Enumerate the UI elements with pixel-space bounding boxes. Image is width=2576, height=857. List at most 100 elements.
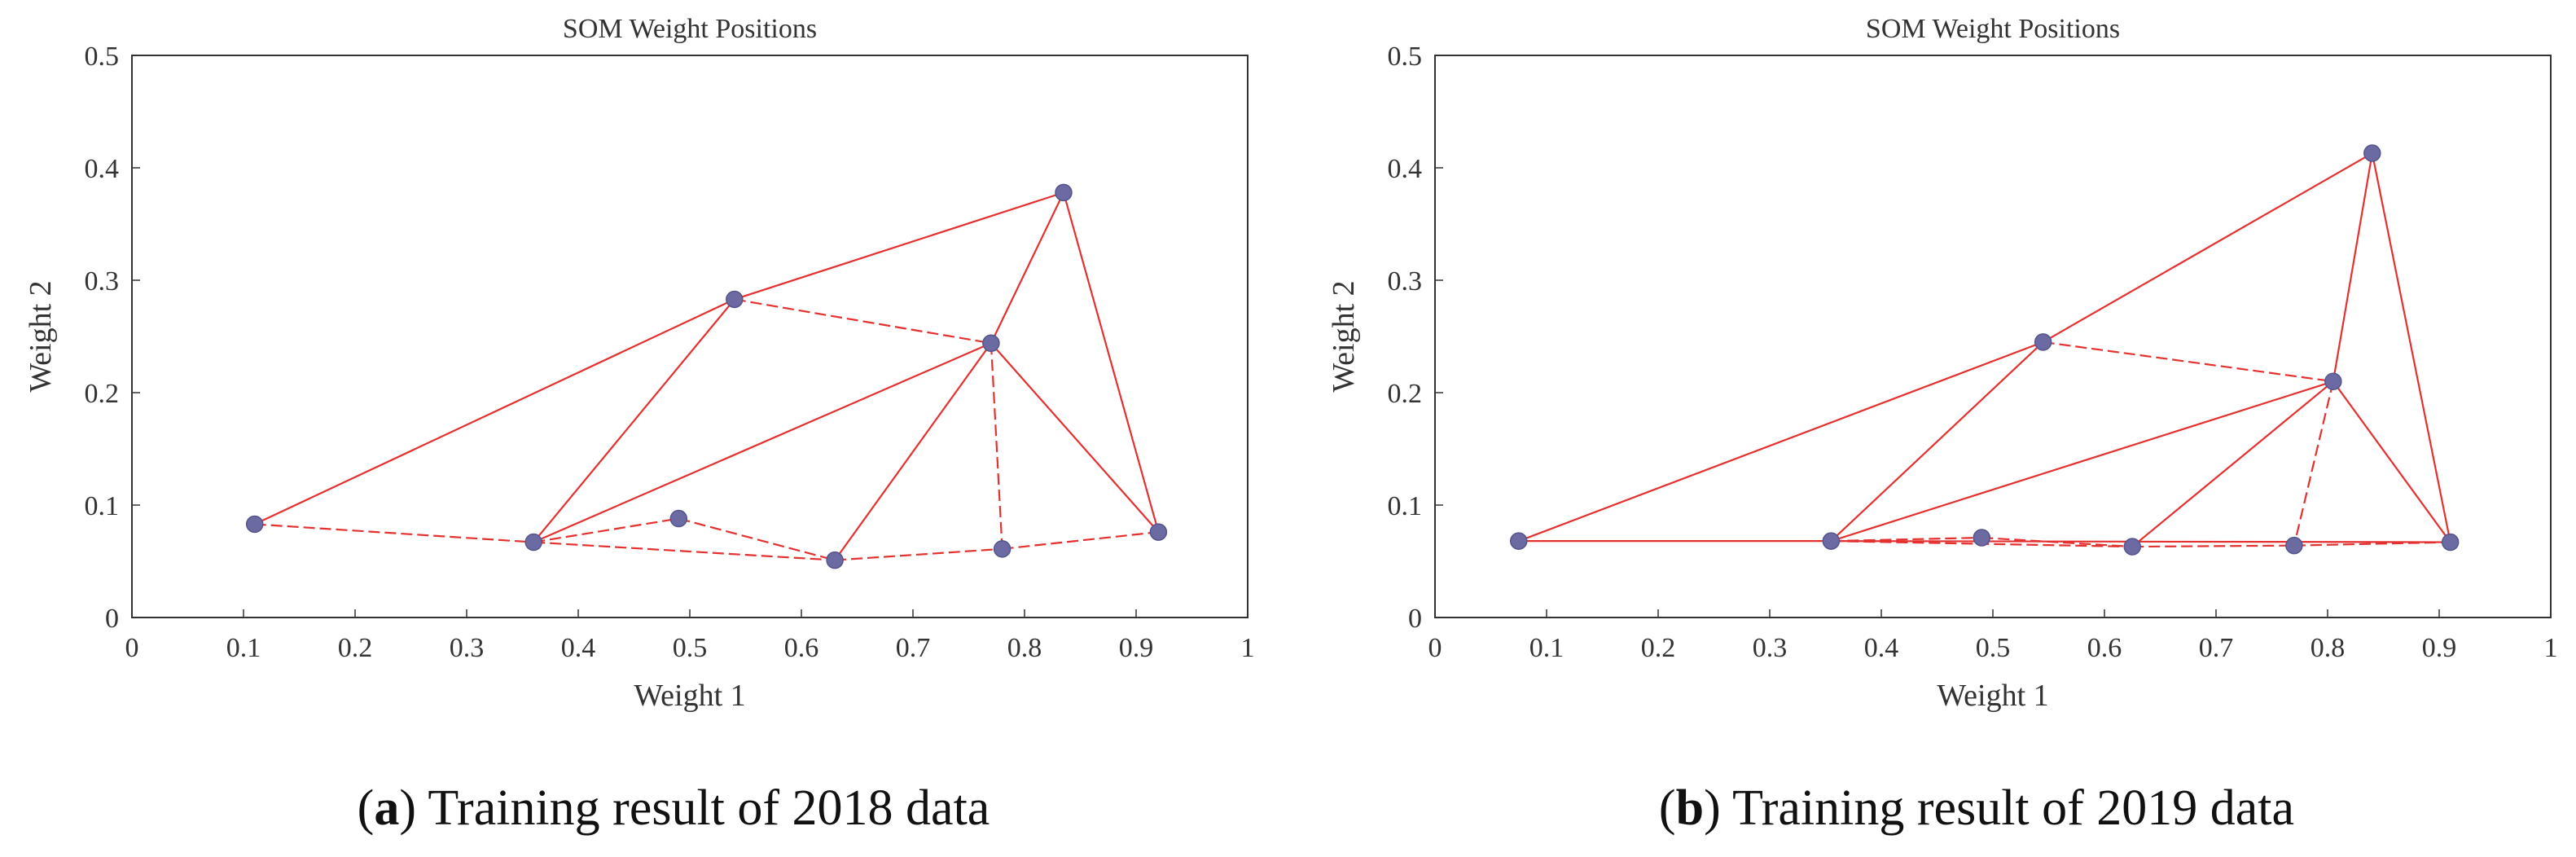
edge-dashed	[2293, 541, 2451, 547]
edge-dashed	[678, 517, 836, 561]
x-axis-label: Weight 1	[634, 679, 745, 713]
weight-node-point	[2285, 536, 2303, 555]
edge-dashed	[734, 298, 992, 345]
x-tick-group: 0 0.1 0.2 0.3 0.4 0.5 0.6 0.7 0.8 0.9 1	[125, 609, 1255, 663]
y-tick-group: 0 0.1 0.2 0.3 0.4 0.5	[85, 42, 140, 634]
edge-solid	[2131, 380, 2334, 547]
y-tick-label: 0	[105, 604, 119, 634]
x-tick-label: 0.6	[784, 633, 819, 663]
edge-solid	[254, 298, 735, 525]
edge-solid	[533, 342, 992, 543]
edge-dashed	[1831, 536, 1982, 543]
plot-frame	[131, 55, 1249, 618]
panel-caption: (a) Training result of 2018 data	[358, 780, 990, 836]
weight-node-point	[2123, 538, 2141, 556]
y-tick-label: 0	[1408, 604, 1422, 634]
weight-node-point	[2441, 533, 2460, 552]
panel-caption: (b) Training result of 2019 data	[1659, 780, 2294, 836]
edge-solid	[1831, 380, 2334, 543]
x-tick-label: 0.7	[896, 633, 931, 663]
x-tick-label: 1	[1241, 633, 1255, 663]
edge-solid	[734, 191, 1064, 301]
weight-node-point	[826, 551, 844, 569]
y-axis-label: Weight 2	[24, 280, 58, 392]
caption-letter: b	[1676, 780, 1704, 836]
edge-solid	[1830, 341, 2044, 542]
edge-solid	[2371, 152, 2451, 543]
chart-panel-a: SOM Weight Positions 0 0.1 0.2 0.3 0.4 0.5 0.6…	[24, 14, 1255, 836]
chart-panel-b: SOM Weight Positions 0 0.1 0.2 0.3 0.4 0.5 0.6…	[1327, 14, 2558, 836]
edge-dashed	[1002, 531, 1159, 550]
x-tick-label: 0.6	[2087, 633, 2122, 663]
edge-dashed	[2043, 341, 2333, 383]
edge-solid	[533, 298, 735, 543]
edge-dashed	[835, 547, 1003, 561]
caption-text: Training result of 2019 data	[1732, 780, 2294, 836]
y-tick-label: 0.4	[1388, 154, 1423, 184]
weight-node-point	[524, 533, 542, 552]
weight-node-point	[1822, 532, 1841, 550]
y-tick-label: 0.2	[1388, 379, 1423, 409]
weight-node-point	[726, 290, 744, 309]
weight-node-point	[2324, 372, 2342, 390]
edge-solid	[1062, 192, 1160, 533]
edge-solid	[2332, 152, 2373, 382]
weight-node-point	[2034, 333, 2052, 351]
edge-solid	[1518, 341, 2044, 543]
edge-dashed	[254, 523, 534, 543]
chart-title: SOM Weight Positions	[1866, 14, 2120, 44]
plot-frame	[1434, 55, 2552, 618]
weight-node-point	[245, 515, 264, 534]
x-tick-label: 0.4	[561, 633, 596, 663]
x-tick-label: 0.8	[2311, 633, 2346, 663]
x-tick-label: 0.5	[673, 633, 708, 663]
x-tick-label: 0.9	[2422, 633, 2457, 663]
x-tick-label: 0	[125, 633, 139, 663]
x-tick-label: 0.9	[1119, 633, 1154, 663]
edge-solid	[2043, 152, 2373, 343]
edge-solid	[990, 342, 1160, 533]
node-group	[245, 183, 1168, 569]
x-tick-label: 0.3	[1753, 633, 1788, 663]
edge-dashed	[1981, 536, 2133, 548]
x-tick-label: 0.4	[1864, 633, 1899, 663]
caption-text: Training result of 2018 data	[428, 780, 990, 836]
y-tick-label: 0.1	[1388, 491, 1423, 521]
y-axis-label: Weight 2	[1327, 280, 1361, 392]
edge-dashed	[533, 517, 679, 543]
edge-group	[254, 191, 1160, 561]
edge-dashed	[2293, 380, 2334, 546]
y-tick-label: 0.3	[1388, 266, 1423, 297]
y-tick-label: 0.5	[85, 42, 120, 72]
x-tick-label: 0	[1428, 633, 1442, 663]
x-tick-label: 0.3	[450, 633, 485, 663]
x-tick-group: 0 0.1 0.2 0.3 0.4 0.5 0.6 0.7 0.8 0.9 1	[1428, 609, 2558, 663]
x-tick-label: 0.1	[1529, 633, 1564, 663]
weight-node-point	[1973, 529, 1991, 547]
x-tick-label: 0.2	[338, 633, 373, 663]
x-tick-label: 0.2	[1641, 633, 1676, 663]
weight-node-point	[1149, 523, 1168, 541]
x-axis-label: Weight 1	[1937, 679, 2048, 713]
x-tick-label: 0.8	[1007, 633, 1042, 663]
x-tick-label: 0.7	[2199, 633, 2234, 663]
weight-node-point	[669, 509, 688, 528]
weight-node-point	[1510, 532, 1528, 550]
edge-group	[1518, 152, 2451, 548]
x-tick-label: 0.5	[1976, 633, 2011, 663]
edge-dashed	[533, 541, 836, 561]
edge-solid	[834, 342, 992, 561]
edge-dashed	[990, 343, 1003, 549]
y-tick-label: 0.2	[85, 379, 120, 409]
weight-node-point	[1055, 183, 1073, 202]
x-tick-label: 1	[2544, 633, 2558, 663]
weight-node-point	[2363, 144, 2381, 162]
chart-title: SOM Weight Positions	[563, 14, 817, 44]
weight-node-point	[982, 334, 1000, 353]
edge-solid	[2332, 380, 2451, 543]
weight-node-point	[993, 540, 1012, 558]
edge-dashed	[2132, 544, 2294, 548]
y-tick-group: 0 0.1 0.2 0.3 0.4 0.5	[1388, 42, 1443, 634]
y-tick-label: 0.1	[85, 491, 120, 521]
